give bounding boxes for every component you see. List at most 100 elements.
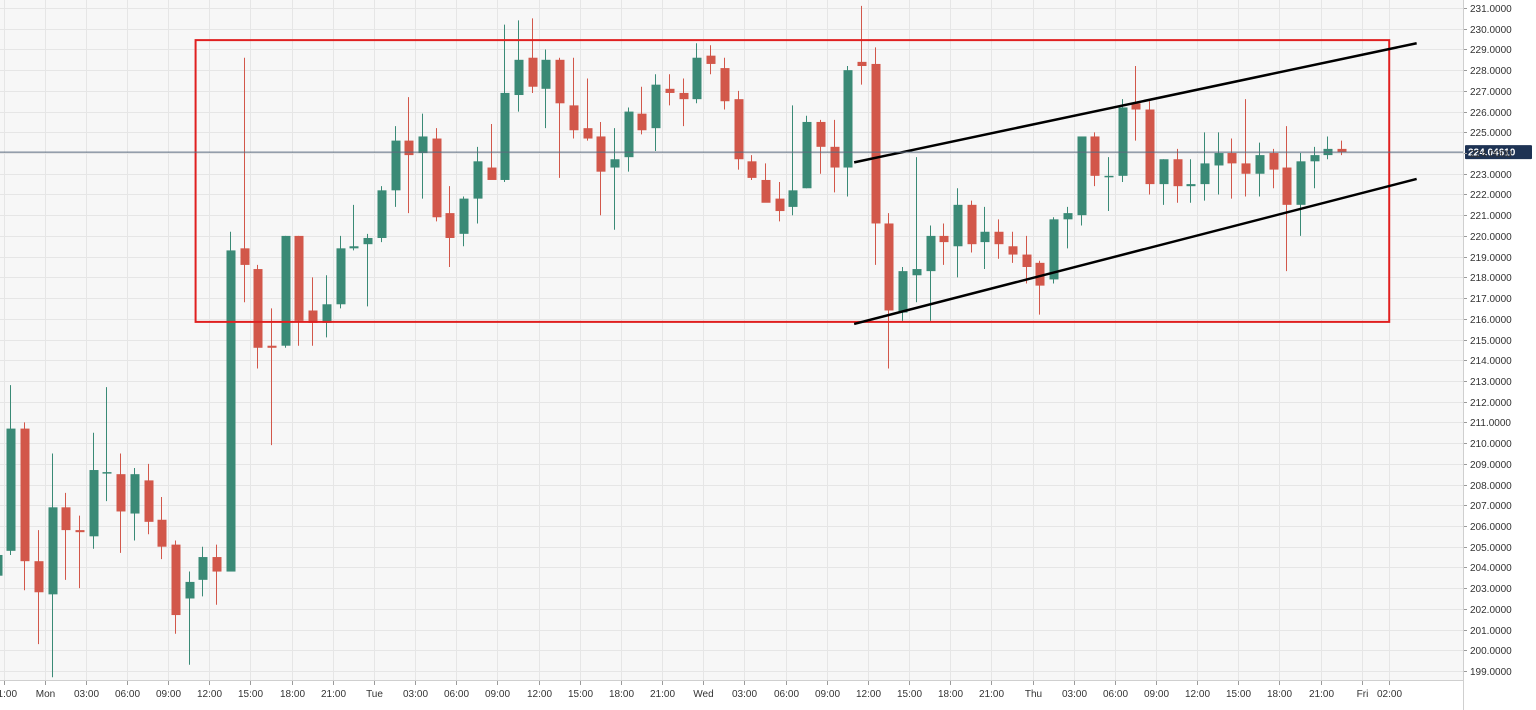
x-tick-label: Mon <box>36 689 55 700</box>
x-tick-label: 09:00 <box>485 689 510 700</box>
x-tick-label: 12:00 <box>1185 689 1210 700</box>
y-tick-label: 201.0000 <box>1470 626 1512 637</box>
candle-down <box>775 182 785 222</box>
candle-up <box>281 235 291 348</box>
candle-body <box>884 223 894 311</box>
candle-up <box>1200 132 1210 201</box>
candle-up <box>953 188 963 278</box>
x-tick-label: 18:00 <box>609 689 634 700</box>
x-tick-label: 18:00 <box>1267 689 1292 700</box>
candle-body <box>857 61 867 67</box>
candle-body <box>240 248 250 265</box>
y-tick-label: 230.0000 <box>1470 25 1512 36</box>
candle-body <box>102 472 112 474</box>
candle-body <box>761 179 771 203</box>
candle-body <box>692 57 702 100</box>
y-tick-label: 213.0000 <box>1470 377 1512 388</box>
candle-down <box>871 47 881 265</box>
candle-body <box>0 554 3 576</box>
candle-down <box>445 186 455 267</box>
candle-body <box>1269 153 1279 170</box>
candle-body <box>1049 219 1059 280</box>
x-tick-label: 15:00 <box>238 689 263 700</box>
x-tick-label: 21:00 <box>321 689 346 700</box>
candle-down <box>555 57 565 178</box>
candle-up <box>0 554 3 576</box>
candle-down <box>857 5 867 85</box>
x-tick-label: 02:00 <box>1377 689 1402 700</box>
trend-line[interactable] <box>853 41 1417 164</box>
candle-up <box>418 113 428 199</box>
candles <box>0 5 1347 678</box>
candle-body <box>1200 163 1210 185</box>
candle-up <box>391 126 401 207</box>
candle-body <box>720 68 730 102</box>
candle-body <box>596 136 606 172</box>
x-tick-label: 18:00 <box>938 689 963 700</box>
candle-body <box>665 88 675 93</box>
candle-body <box>349 246 359 249</box>
x-tick-label: 15:00 <box>897 689 922 700</box>
candle-down <box>747 155 757 180</box>
candle-body <box>20 428 30 562</box>
x-tick-label: 06:00 <box>1103 689 1128 700</box>
candle-down <box>253 264 263 369</box>
trend-line[interactable] <box>853 177 1417 326</box>
x-tick-label: 21:00 <box>979 689 1004 700</box>
candle-down <box>1282 126 1292 272</box>
x-tick-label: 09:00 <box>156 689 181 700</box>
y-tick-label: 199.0000 <box>1470 667 1512 678</box>
x-tick-label: 06:00 <box>444 689 469 700</box>
candle-down <box>1035 260 1045 315</box>
candle-down <box>34 530 44 645</box>
candle-body <box>116 474 126 512</box>
candle-body <box>75 530 85 533</box>
candle-body <box>1022 254 1032 267</box>
candle-body <box>1159 159 1169 185</box>
candle-body <box>514 59 524 96</box>
candle-body <box>843 70 853 168</box>
x-tick-label: 12:00 <box>197 689 222 700</box>
candle-body <box>637 113 647 131</box>
x-tick-label: 03:00 <box>403 689 428 700</box>
candle-up <box>1077 136 1087 226</box>
candle-body <box>404 140 414 156</box>
range-box[interactable] <box>194 39 1391 323</box>
candle-up <box>130 467 140 541</box>
x-tick-label: 03:00 <box>732 689 757 700</box>
candle-body <box>569 105 579 131</box>
candle-body <box>144 480 154 522</box>
candle-body <box>445 213 455 238</box>
y-tick-label: 200.0000 <box>1470 646 1512 657</box>
candle-down <box>1241 99 1251 197</box>
x-tick-label: 21:00 <box>650 689 675 700</box>
x-tick-label: Tue <box>366 689 383 700</box>
candle-body <box>198 557 208 580</box>
candle-up <box>1310 146 1320 189</box>
candle-body <box>308 310 318 323</box>
y-tick-label: 207.0000 <box>1470 501 1512 512</box>
candle-body <box>363 237 373 245</box>
candle-body <box>1008 246 1018 255</box>
candle-body <box>1310 155 1320 162</box>
candle-down <box>569 57 579 139</box>
candle-down <box>706 45 716 75</box>
last-price-badge <box>1465 145 1532 160</box>
candle-down <box>1269 148 1279 189</box>
candle-down <box>20 422 30 591</box>
time-axis-background <box>0 680 1463 710</box>
candle-body <box>953 204 963 247</box>
y-tick-label: 214.0000 <box>1470 356 1512 367</box>
candle-body <box>212 557 222 572</box>
candle-body <box>281 235 291 346</box>
candle-body <box>1296 161 1306 205</box>
y-tick-label: 204.0000 <box>1470 563 1512 574</box>
candle-down <box>967 200 977 253</box>
y-tick-label: 216.0000 <box>1470 315 1512 326</box>
candle-body <box>487 167 497 180</box>
candle-body <box>830 146 840 168</box>
candle-body <box>1214 153 1224 166</box>
candle-body <box>473 161 483 199</box>
candle-body <box>171 544 181 616</box>
